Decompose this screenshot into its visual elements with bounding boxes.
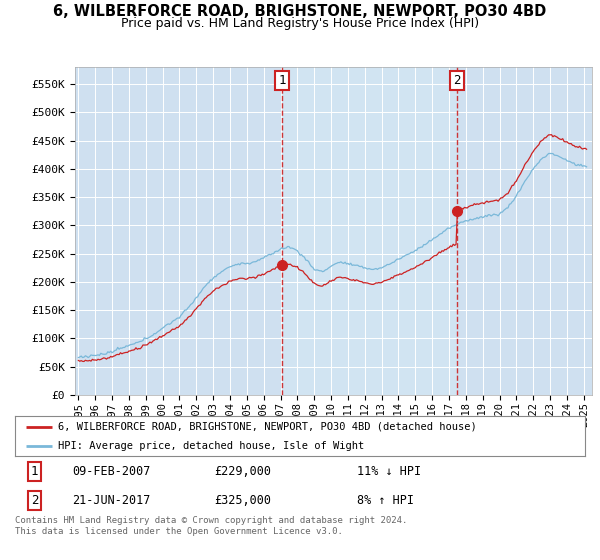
Bar — [282, 67, 457, 395]
Text: 1: 1 — [31, 465, 38, 478]
Text: 6, WILBERFORCE ROAD, BRIGHSTONE, NEWPORT, PO30 4BD: 6, WILBERFORCE ROAD, BRIGHSTONE, NEWPORT… — [53, 4, 547, 19]
Text: 09-FEB-2007: 09-FEB-2007 — [72, 465, 151, 478]
Text: Contains HM Land Registry data © Crown copyright and database right 2024.
This d: Contains HM Land Registry data © Crown c… — [15, 516, 407, 536]
Text: HPI: Average price, detached house, Isle of Wight: HPI: Average price, detached house, Isle… — [58, 441, 364, 450]
Text: 8% ↑ HPI: 8% ↑ HPI — [357, 494, 414, 507]
Text: £325,000: £325,000 — [215, 494, 271, 507]
Text: 1: 1 — [278, 74, 286, 87]
Text: 6, WILBERFORCE ROAD, BRIGHSTONE, NEWPORT, PO30 4BD (detached house): 6, WILBERFORCE ROAD, BRIGHSTONE, NEWPORT… — [58, 422, 476, 432]
Text: 2: 2 — [31, 494, 38, 507]
Text: 2: 2 — [453, 74, 461, 87]
Text: Price paid vs. HM Land Registry's House Price Index (HPI): Price paid vs. HM Land Registry's House … — [121, 17, 479, 30]
Text: £229,000: £229,000 — [215, 465, 271, 478]
Text: 21-JUN-2017: 21-JUN-2017 — [72, 494, 151, 507]
Text: 11% ↓ HPI: 11% ↓ HPI — [357, 465, 421, 478]
